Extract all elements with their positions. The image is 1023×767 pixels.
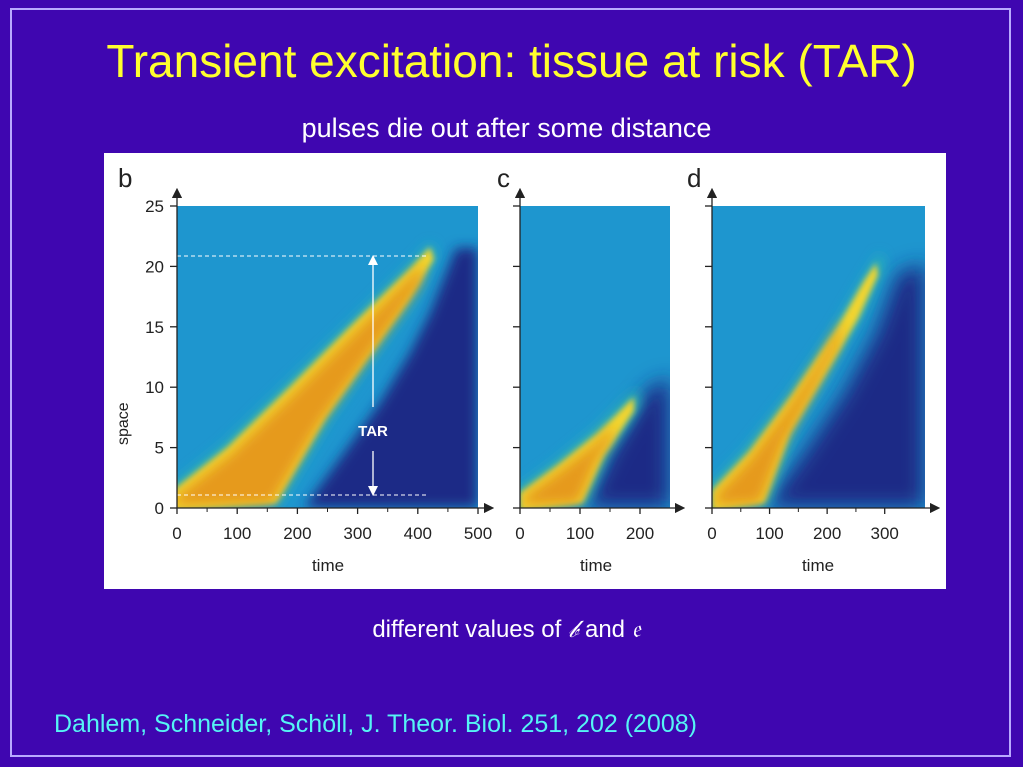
- panel-c-heatmap: [520, 206, 670, 508]
- panel-d-pulse-halo: [712, 253, 884, 508]
- caption-symbol-e: 𝔢: [631, 615, 641, 643]
- panel-b-tar-arrowhead-down: [368, 486, 378, 496]
- panel-c-xtick-label: 0: [515, 524, 524, 543]
- caption-symbol-b: 𝒷: [568, 615, 579, 643]
- panel-d-pulse: [712, 263, 878, 508]
- caption-and: and: [584, 616, 626, 643]
- panel-b-ytick-label: 25: [145, 197, 164, 216]
- caption-prefix: different values of: [372, 616, 562, 643]
- panel-d-xtick-label: 100: [755, 524, 783, 543]
- panel-d-ticks: 0 100 200 300: [705, 205, 899, 543]
- citation: Dahlem, Schneider, Schöll, J. Theor. Bio…: [54, 710, 697, 738]
- panel-b-ytick-label: 0: [155, 499, 164, 518]
- panel-b-ytick-label: 15: [145, 318, 164, 337]
- panel-c-label: c: [497, 163, 510, 193]
- panel-b-ticks: 0 100 200 300 400 500 0 5 10 15 20 25: [145, 197, 492, 543]
- panel-b-tar-label: TAR: [358, 423, 388, 440]
- panel-b-xlabel: time: [312, 556, 344, 575]
- panel-c-xlabel: time: [580, 556, 612, 575]
- panel-b-pulse: [177, 247, 434, 508]
- panel-d-heatmap: [712, 206, 925, 508]
- figure-svg: b space TAR 0 100 200 300 400 500 0 5 10 15 20 25 t…: [115, 163, 941, 575]
- panel-b-label: b: [118, 163, 132, 193]
- panel-c-xtick-label: 200: [626, 524, 654, 543]
- panel-b-ytick-label: 20: [145, 257, 164, 276]
- panel-d-pulse-core: [716, 319, 844, 505]
- panel-b-heatmap: [177, 206, 478, 508]
- panel-c-xtick-label: 100: [566, 524, 594, 543]
- slide-frame: [10, 8, 1011, 757]
- panel-b-xtick-label: 200: [283, 524, 311, 543]
- panel-b-xtick-label: 500: [464, 524, 492, 543]
- figure-caption: different values of 𝒷 and 𝔢: [0, 614, 1013, 645]
- panel-d-xtick-label: 0: [707, 524, 716, 543]
- panel-d-refractory: [764, 263, 925, 508]
- panel-b-xtick-label: 400: [404, 524, 432, 543]
- panel-b-refractory: [304, 248, 478, 508]
- panel-b-xtick-label: 100: [223, 524, 251, 543]
- panel-b-ytick-label: 5: [155, 439, 164, 458]
- slide-title: Transient excitation: tissue at risk (TA…: [106, 35, 917, 87]
- panel-b-xtick-label: 0: [172, 524, 181, 543]
- panel-b-xtick-label: 300: [343, 524, 371, 543]
- panel-c-refractory: [584, 377, 670, 508]
- panel-d-xtick-label: 200: [813, 524, 841, 543]
- panel-b-tar-arrowhead-up: [368, 255, 378, 265]
- panel-b-pulse-core: [177, 263, 424, 505]
- figure-panel: b space TAR 0 100 200 300 400 500 0 5 10 15 20 25 t…: [104, 153, 946, 589]
- panel-b: b space TAR 0 100 200 300 400 500 0 5 10 15 20 25 t…: [115, 163, 495, 575]
- panel-c: c 0 100 200 time: [497, 163, 686, 575]
- slide-subtitle: pulses die out after some distance: [301, 113, 712, 143]
- panel-b-ytick-label: 10: [145, 378, 164, 397]
- panel-c-ticks: 0 100 200: [513, 205, 654, 543]
- panel-d: d 0 100 200 300 time: [687, 163, 941, 575]
- panel-b-ylabel: space: [115, 402, 132, 445]
- panel-d-xlabel: time: [802, 556, 834, 575]
- panel-c-pulse-core: [524, 425, 614, 505]
- panel-d-xtick-label: 300: [871, 524, 899, 543]
- panel-d-label: d: [687, 163, 701, 193]
